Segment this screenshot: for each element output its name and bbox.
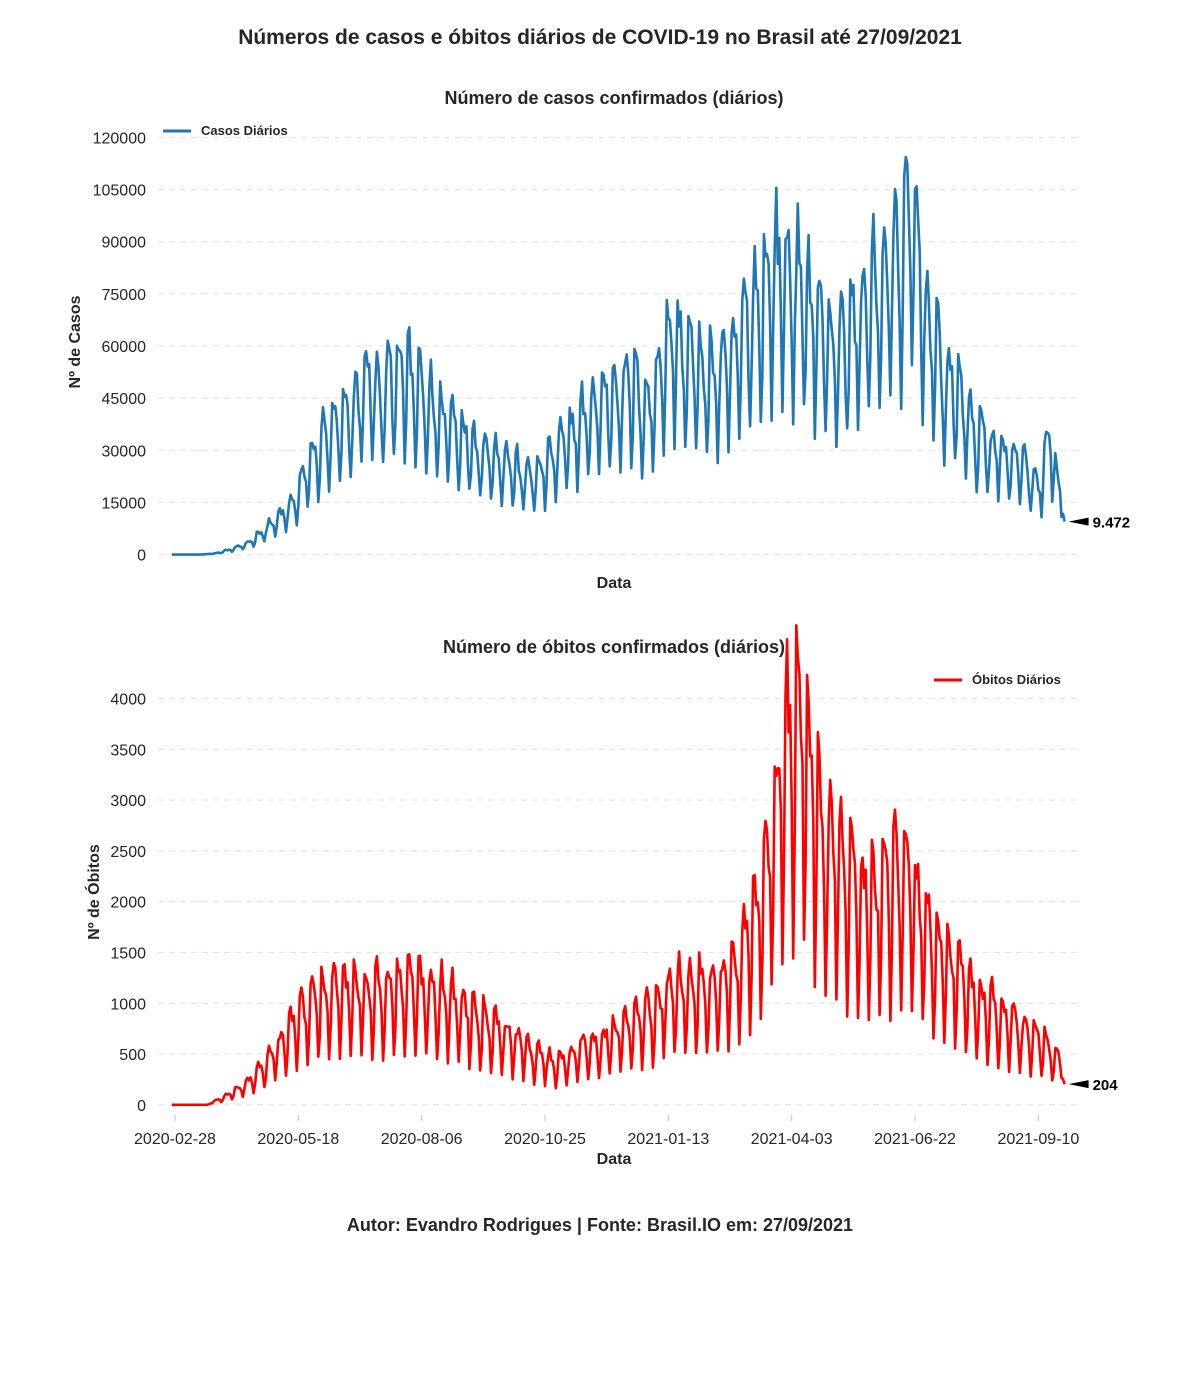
cases-y-ticks: 0 15000 30000 45000 60000 75000 90000 105000 120…: [93, 130, 146, 564]
deaths-x-tick-label: 2020-05-18: [257, 1131, 339, 1148]
cases-y-tick-label: 120000: [93, 130, 146, 147]
cases-last-value-annotation: 9.472: [1068, 515, 1131, 532]
deaths-chart-title: Número de óbitos confirmados (diários): [443, 637, 785, 657]
deaths-y-tick-label: 1000: [110, 996, 146, 1013]
deaths-y-tick-label: 3000: [110, 793, 146, 810]
deaths-x-tick-label: 2021-01-13: [627, 1131, 709, 1148]
deaths-annotation-arrow: [1068, 1080, 1089, 1089]
deaths-y-tick-label: 4000: [110, 691, 146, 708]
cases-y-axis-label: Nº de Casos: [67, 295, 84, 388]
deaths-y-tick-label: 0: [137, 1098, 146, 1115]
figure-title: Números de casos e óbitos diários de COV…: [238, 26, 962, 49]
deaths-x-tick-label: 2020-02-28: [134, 1131, 216, 1148]
deaths-x-tick-label: 2021-04-03: [751, 1131, 833, 1148]
deaths-y-tick-label: 3500: [110, 742, 146, 759]
cases-legend-label: Casos Diários: [201, 123, 288, 138]
deaths-last-value-annotation: 204: [1068, 1077, 1119, 1094]
cases-annotation-arrow: [1068, 517, 1089, 526]
cases-y-tick-label: 90000: [102, 235, 147, 252]
deaths-y-tick-label: 2000: [110, 895, 146, 912]
deaths-y-tick-label: 1500: [110, 945, 146, 962]
deaths-y-ticks: 0 500 1000 1500 2000 2500 3000 3500 4000: [110, 691, 146, 1114]
deaths-series-line: [171, 624, 1066, 1107]
cases-y-tick-label: 45000: [102, 391, 147, 408]
cases-y-tick-label: 15000: [102, 495, 147, 512]
deaths-legend: Óbitos Diários: [934, 672, 1061, 687]
deaths-x-tick-label: 2020-10-25: [504, 1131, 586, 1148]
cases-series-line: [171, 155, 1066, 556]
cases-y-tick-label: 60000: [102, 339, 147, 356]
deaths-legend-label: Óbitos Diários: [972, 672, 1061, 687]
deaths-x-tick-label: 2020-08-06: [381, 1131, 463, 1148]
deaths-x-tick-label: 2021-06-22: [874, 1131, 956, 1148]
deaths-x-ticks: 2020-02-28 2020-05-18 2020-08-06 2020-10-25…: [134, 1115, 1079, 1148]
deaths-x-tick-label: 2021-09-10: [997, 1131, 1079, 1148]
deaths-y-tick-label: 500: [119, 1047, 146, 1064]
cases-y-tick-label: 75000: [102, 287, 147, 304]
cases-y-tick-label: 105000: [93, 183, 146, 200]
deaths-y-tick-label: 2500: [110, 844, 146, 861]
deaths-x-axis-label: Data: [597, 1151, 632, 1168]
cases-x-axis-label: Data: [597, 575, 632, 592]
cases-legend: Casos Diários: [163, 123, 288, 138]
cases-chart: Número de casos confirmados (diários) 0 1…: [67, 88, 1130, 592]
deaths-annotation-label: 204: [1093, 1077, 1119, 1094]
cases-annotation-label: 9.472: [1093, 515, 1131, 532]
cases-y-tick-label: 30000: [102, 443, 147, 460]
figure-footer: Autor: Evandro Rodrigues | Fonte: Brasil…: [347, 1215, 853, 1235]
deaths-chart: Número de óbitos confirmados (diários) 0…: [84, 624, 1119, 1168]
cases-chart-title: Número de casos confirmados (diários): [444, 88, 783, 108]
deaths-y-axis-label: Nº de Óbitos: [84, 844, 103, 940]
cases-y-tick-label: 0: [137, 548, 146, 565]
cases-grid: [158, 136, 1080, 556]
